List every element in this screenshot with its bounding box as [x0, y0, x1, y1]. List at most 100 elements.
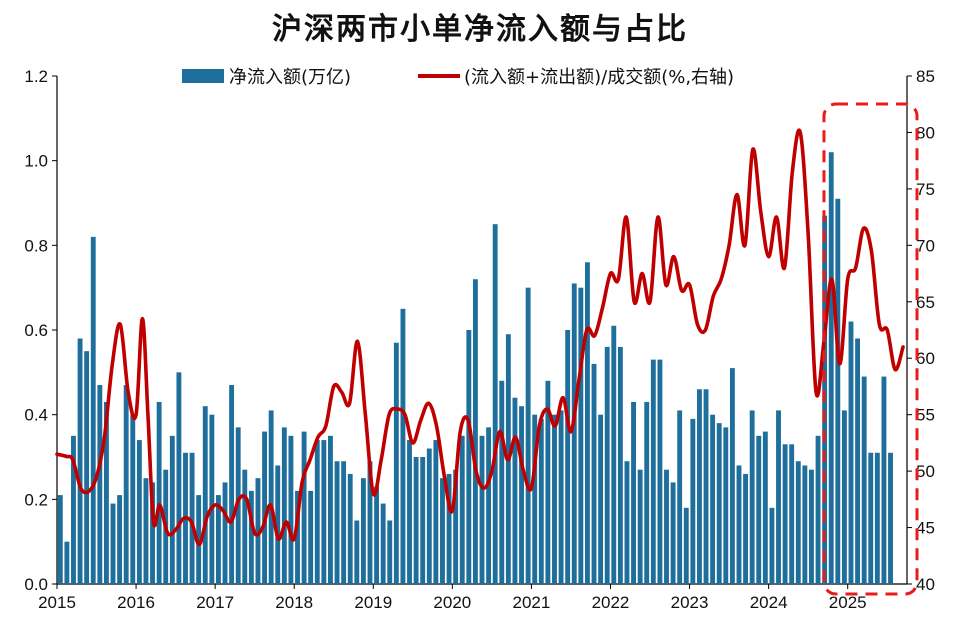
x-tick-label: 2018 — [275, 593, 313, 612]
x-tick-label: 2017 — [196, 593, 234, 612]
bar — [828, 152, 834, 584]
bar — [360, 478, 366, 584]
y-left-tick-label: 0.6 — [24, 321, 48, 340]
bar — [881, 376, 887, 584]
y-right-tick-label: 55 — [916, 406, 935, 425]
bar — [611, 325, 617, 584]
bar — [472, 279, 478, 584]
bar — [532, 414, 538, 584]
highlight-box — [822, 102, 919, 596]
bar — [644, 401, 650, 584]
bar — [341, 461, 347, 584]
bar — [624, 461, 630, 584]
y-left-tick-label: 0.4 — [24, 406, 48, 425]
bar — [77, 338, 83, 584]
bar — [103, 401, 109, 584]
bar — [486, 427, 492, 584]
bar — [776, 410, 781, 584]
bar — [374, 486, 380, 584]
bar — [841, 410, 847, 584]
y-right-tick-label: 65 — [916, 293, 935, 312]
chart-title: 沪深两市小单净流入额与占比 — [272, 12, 688, 47]
bar — [664, 469, 669, 584]
bar — [314, 440, 320, 584]
bar — [123, 385, 129, 584]
x-tick-label: 2023 — [671, 593, 709, 612]
bar — [328, 435, 333, 584]
bar — [84, 351, 90, 584]
y-right-ticks: 40 45 50 55 60 65 70 75 80 85 — [907, 67, 935, 594]
bar — [558, 410, 564, 584]
bar — [268, 410, 274, 584]
bar — [459, 435, 465, 584]
bar — [835, 198, 841, 584]
bar — [552, 414, 557, 584]
y-left-tick-label: 1.0 — [24, 152, 48, 171]
bar — [90, 236, 96, 584]
bar — [525, 287, 531, 584]
bar — [729, 368, 735, 584]
bar — [301, 431, 307, 584]
legend-line-label: (流入额+流出额)/成交额(%,右轴) — [464, 67, 734, 88]
bar — [393, 342, 399, 584]
bar — [281, 427, 287, 584]
bar — [617, 346, 623, 584]
bar — [815, 435, 821, 584]
bar — [736, 465, 742, 584]
x-tick-label: 2022 — [592, 593, 630, 612]
bar — [196, 495, 202, 584]
bar — [380, 503, 386, 584]
bar — [723, 427, 729, 584]
bar — [400, 308, 406, 584]
y-right-tick-label: 70 — [916, 236, 935, 255]
bar — [308, 490, 314, 584]
bar — [802, 465, 808, 584]
bar — [888, 452, 893, 584]
bar — [519, 406, 524, 584]
bar — [222, 482, 228, 584]
bar — [466, 330, 472, 584]
bar — [690, 418, 696, 584]
y-right-tick-label: 75 — [916, 180, 935, 199]
bar — [176, 372, 182, 584]
bar — [604, 346, 610, 584]
bar — [242, 469, 248, 584]
y-right-tick-label: 80 — [916, 123, 935, 142]
bar — [769, 507, 775, 584]
bar — [255, 478, 261, 584]
bar — [209, 414, 215, 584]
bar — [407, 440, 412, 584]
bar — [440, 478, 445, 584]
bar — [426, 448, 432, 584]
bar — [492, 224, 498, 585]
y-right-tick-label: 60 — [916, 349, 935, 368]
bar — [631, 401, 636, 584]
y-left-ticks: 0.0 0.2 0.4 0.6 0.8 1.0 1.2 — [24, 67, 57, 594]
bar — [64, 541, 70, 584]
bar — [354, 520, 360, 584]
bar — [229, 385, 235, 584]
y-left-tick-label: 0.8 — [24, 236, 48, 255]
bar — [584, 262, 590, 584]
legend-bar-label: 净流入额(万亿) — [229, 67, 351, 88]
bar — [453, 469, 459, 584]
x-tick-label: 2025 — [829, 593, 867, 612]
bar — [809, 469, 814, 584]
bar — [275, 465, 281, 584]
y-right-tick-label: 45 — [916, 519, 935, 538]
bar — [848, 321, 854, 584]
bar — [189, 452, 195, 584]
bar — [657, 359, 663, 584]
x-tick-label: 2015 — [38, 593, 76, 612]
bar — [756, 435, 762, 584]
bar — [262, 431, 267, 584]
bar — [169, 435, 175, 584]
bar — [861, 376, 867, 584]
legend-bar-swatch — [182, 69, 224, 83]
y-right-tick-label: 85 — [916, 67, 935, 86]
bar — [874, 452, 880, 584]
bar — [571, 283, 577, 584]
bar — [446, 473, 452, 584]
